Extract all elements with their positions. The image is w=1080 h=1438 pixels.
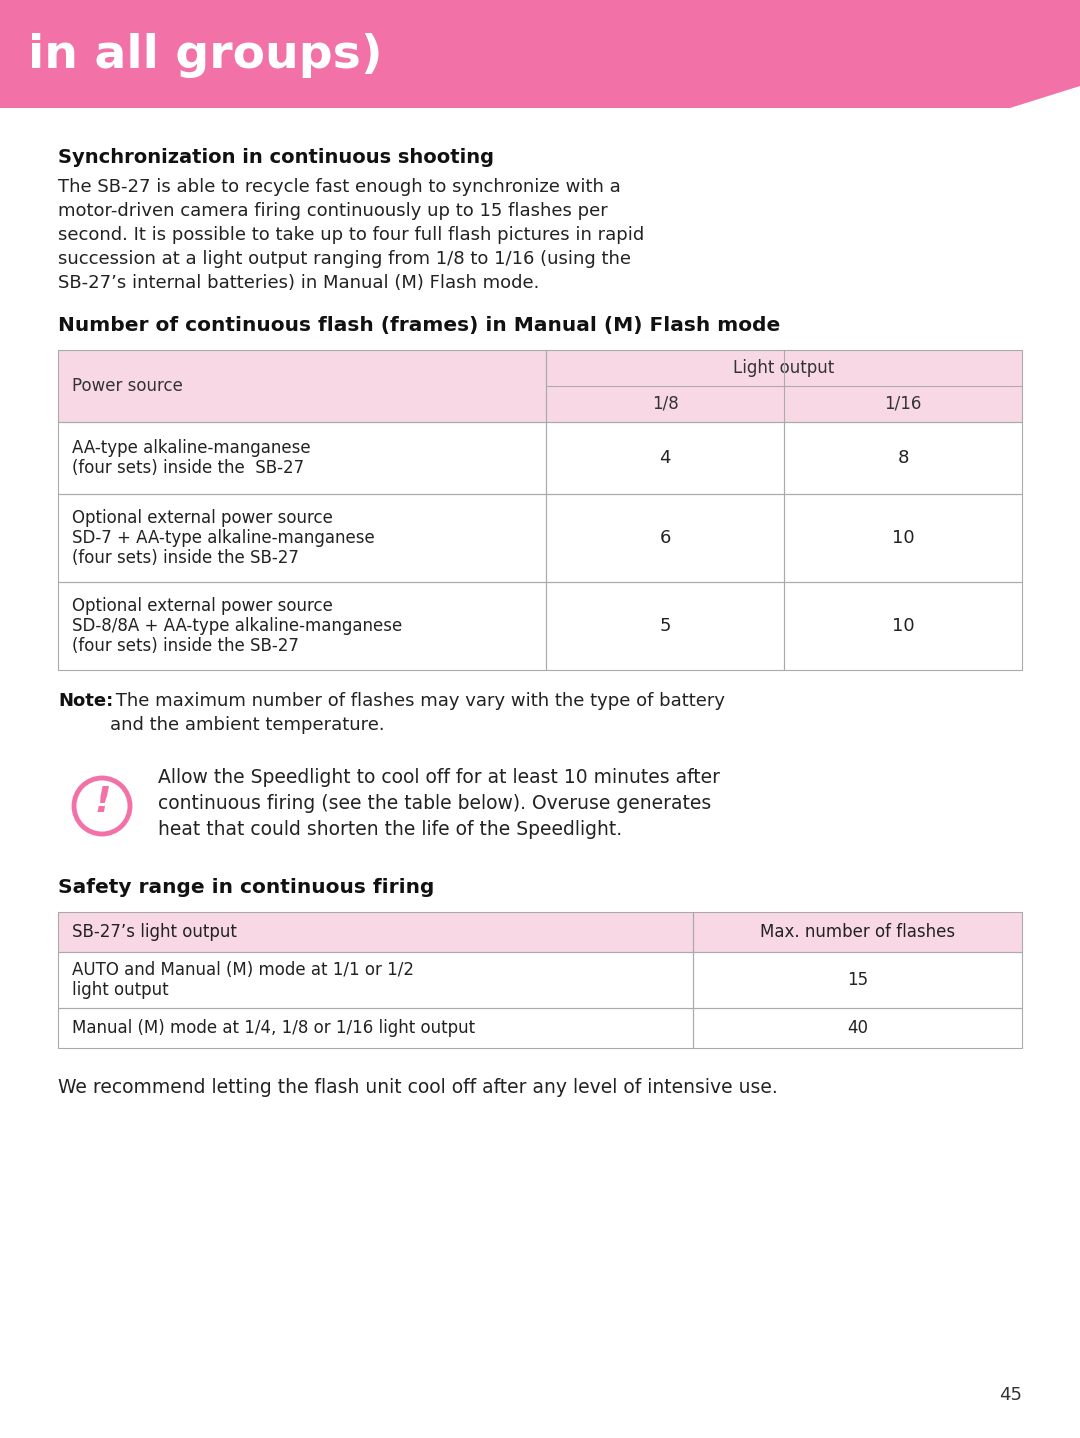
Text: in all groups): in all groups) [28, 33, 382, 79]
Bar [784, 421, 1022, 495]
Bar [546, 349, 1022, 421]
Text: 4: 4 [659, 449, 671, 467]
Text: succession at a light output ranging from 1/8 to 1/16 (using the: succession at a light output ranging fro… [58, 250, 631, 267]
Text: We recommend letting the flash unit cool off after any level of intensive use.: We recommend letting the flash unit cool… [58, 1078, 778, 1097]
Bar [58, 495, 546, 582]
Text: (four sets) inside the SB-27: (four sets) inside the SB-27 [72, 549, 299, 567]
Text: Max. number of flashes: Max. number of flashes [760, 923, 955, 940]
Bar [693, 952, 1022, 1008]
Bar [546, 582, 784, 670]
Text: second. It is possible to take up to four full flash pictures in rapid: second. It is possible to take up to fou… [58, 226, 645, 244]
Text: 5: 5 [659, 617, 671, 636]
Text: Allow the Speedlight to cool off for at least 10 minutes after: Allow the Speedlight to cool off for at … [158, 768, 720, 787]
Bar [58, 349, 546, 421]
Text: 1/16: 1/16 [885, 395, 921, 413]
Bar [693, 952, 1022, 1008]
Text: Light output: Light output [733, 360, 835, 377]
Bar [58, 421, 546, 495]
Bar [693, 912, 1022, 952]
Bar [693, 912, 1022, 952]
Text: Safety range in continuous firing: Safety range in continuous firing [58, 879, 434, 897]
Text: SB-27’s internal batteries) in Manual (M) Flash mode.: SB-27’s internal batteries) in Manual (M… [58, 275, 539, 292]
Bar [546, 421, 784, 495]
Text: continuous firing (see the table below). Overuse generates: continuous firing (see the table below).… [158, 794, 712, 812]
Text: Manual (M) mode at 1/4, 1/8 or 1/16 light output: Manual (M) mode at 1/4, 1/8 or 1/16 ligh… [72, 1020, 475, 1037]
Text: and the ambient temperature.: and the ambient temperature. [110, 716, 384, 733]
Text: (four sets) inside the  SB-27: (four sets) inside the SB-27 [72, 459, 305, 477]
Text: !: ! [95, 785, 111, 820]
Text: motor-driven camera firing continuously up to 15 flashes per: motor-driven camera firing continuously … [58, 201, 608, 220]
Text: 8: 8 [897, 449, 908, 467]
Text: 15: 15 [847, 971, 868, 989]
Text: SB-27’s light output: SB-27’s light output [72, 923, 237, 940]
Bar [546, 495, 784, 582]
Bar [784, 495, 1022, 582]
Text: 6: 6 [659, 529, 671, 546]
Bar [784, 582, 1022, 670]
Text: (four sets) inside the SB-27: (four sets) inside the SB-27 [72, 637, 299, 654]
Bar [546, 421, 784, 495]
Text: The SB-27 is able to recycle fast enough to synchronize with a: The SB-27 is able to recycle fast enough… [58, 178, 621, 196]
Text: Note:: Note: [58, 692, 113, 710]
Bar [693, 1008, 1022, 1048]
Text: SD-8/8A + AA-type alkaline-manganese: SD-8/8A + AA-type alkaline-manganese [72, 617, 402, 636]
Text: Optional external power source: Optional external power source [72, 509, 333, 526]
Bar [784, 421, 1022, 495]
Bar [58, 1008, 693, 1048]
Text: 10: 10 [892, 529, 915, 546]
Text: SD-7 + AA-type alkaline-manganese: SD-7 + AA-type alkaline-manganese [72, 529, 375, 546]
Text: 40: 40 [847, 1020, 868, 1037]
Bar [784, 495, 1022, 582]
Text: 45: 45 [999, 1386, 1022, 1403]
Bar [58, 582, 546, 670]
Bar [58, 952, 693, 1008]
Text: AUTO and Manual (M) mode at 1/1 or 1/2: AUTO and Manual (M) mode at 1/1 or 1/2 [72, 961, 414, 979]
Bar [58, 912, 693, 952]
Text: 10: 10 [892, 617, 915, 636]
Bar [546, 495, 784, 582]
Text: heat that could shorten the life of the Speedlight.: heat that could shorten the life of the … [158, 820, 622, 838]
Bar [58, 349, 546, 421]
Text: Number of continuous flash (frames) in Manual (M) Flash mode: Number of continuous flash (frames) in M… [58, 316, 780, 335]
Text: AA-type alkaline-manganese: AA-type alkaline-manganese [72, 439, 311, 457]
Bar [546, 582, 784, 670]
Text: The maximum number of flashes may vary with the type of battery: The maximum number of flashes may vary w… [110, 692, 725, 710]
Bar [58, 1008, 693, 1048]
Bar [784, 582, 1022, 670]
Text: light output: light output [72, 981, 168, 999]
Text: Optional external power source: Optional external power source [72, 597, 333, 615]
Bar [546, 349, 1022, 421]
Circle shape [75, 778, 130, 834]
Bar [58, 421, 546, 495]
Text: Power source: Power source [72, 377, 183, 395]
Text: Synchronization in continuous shooting: Synchronization in continuous shooting [58, 148, 494, 167]
Polygon shape [0, 0, 1080, 108]
Bar [58, 952, 693, 1008]
Bar [58, 582, 546, 670]
Bar [58, 495, 546, 582]
Bar [58, 912, 693, 952]
Text: 1/8: 1/8 [651, 395, 678, 413]
Bar [693, 1008, 1022, 1048]
